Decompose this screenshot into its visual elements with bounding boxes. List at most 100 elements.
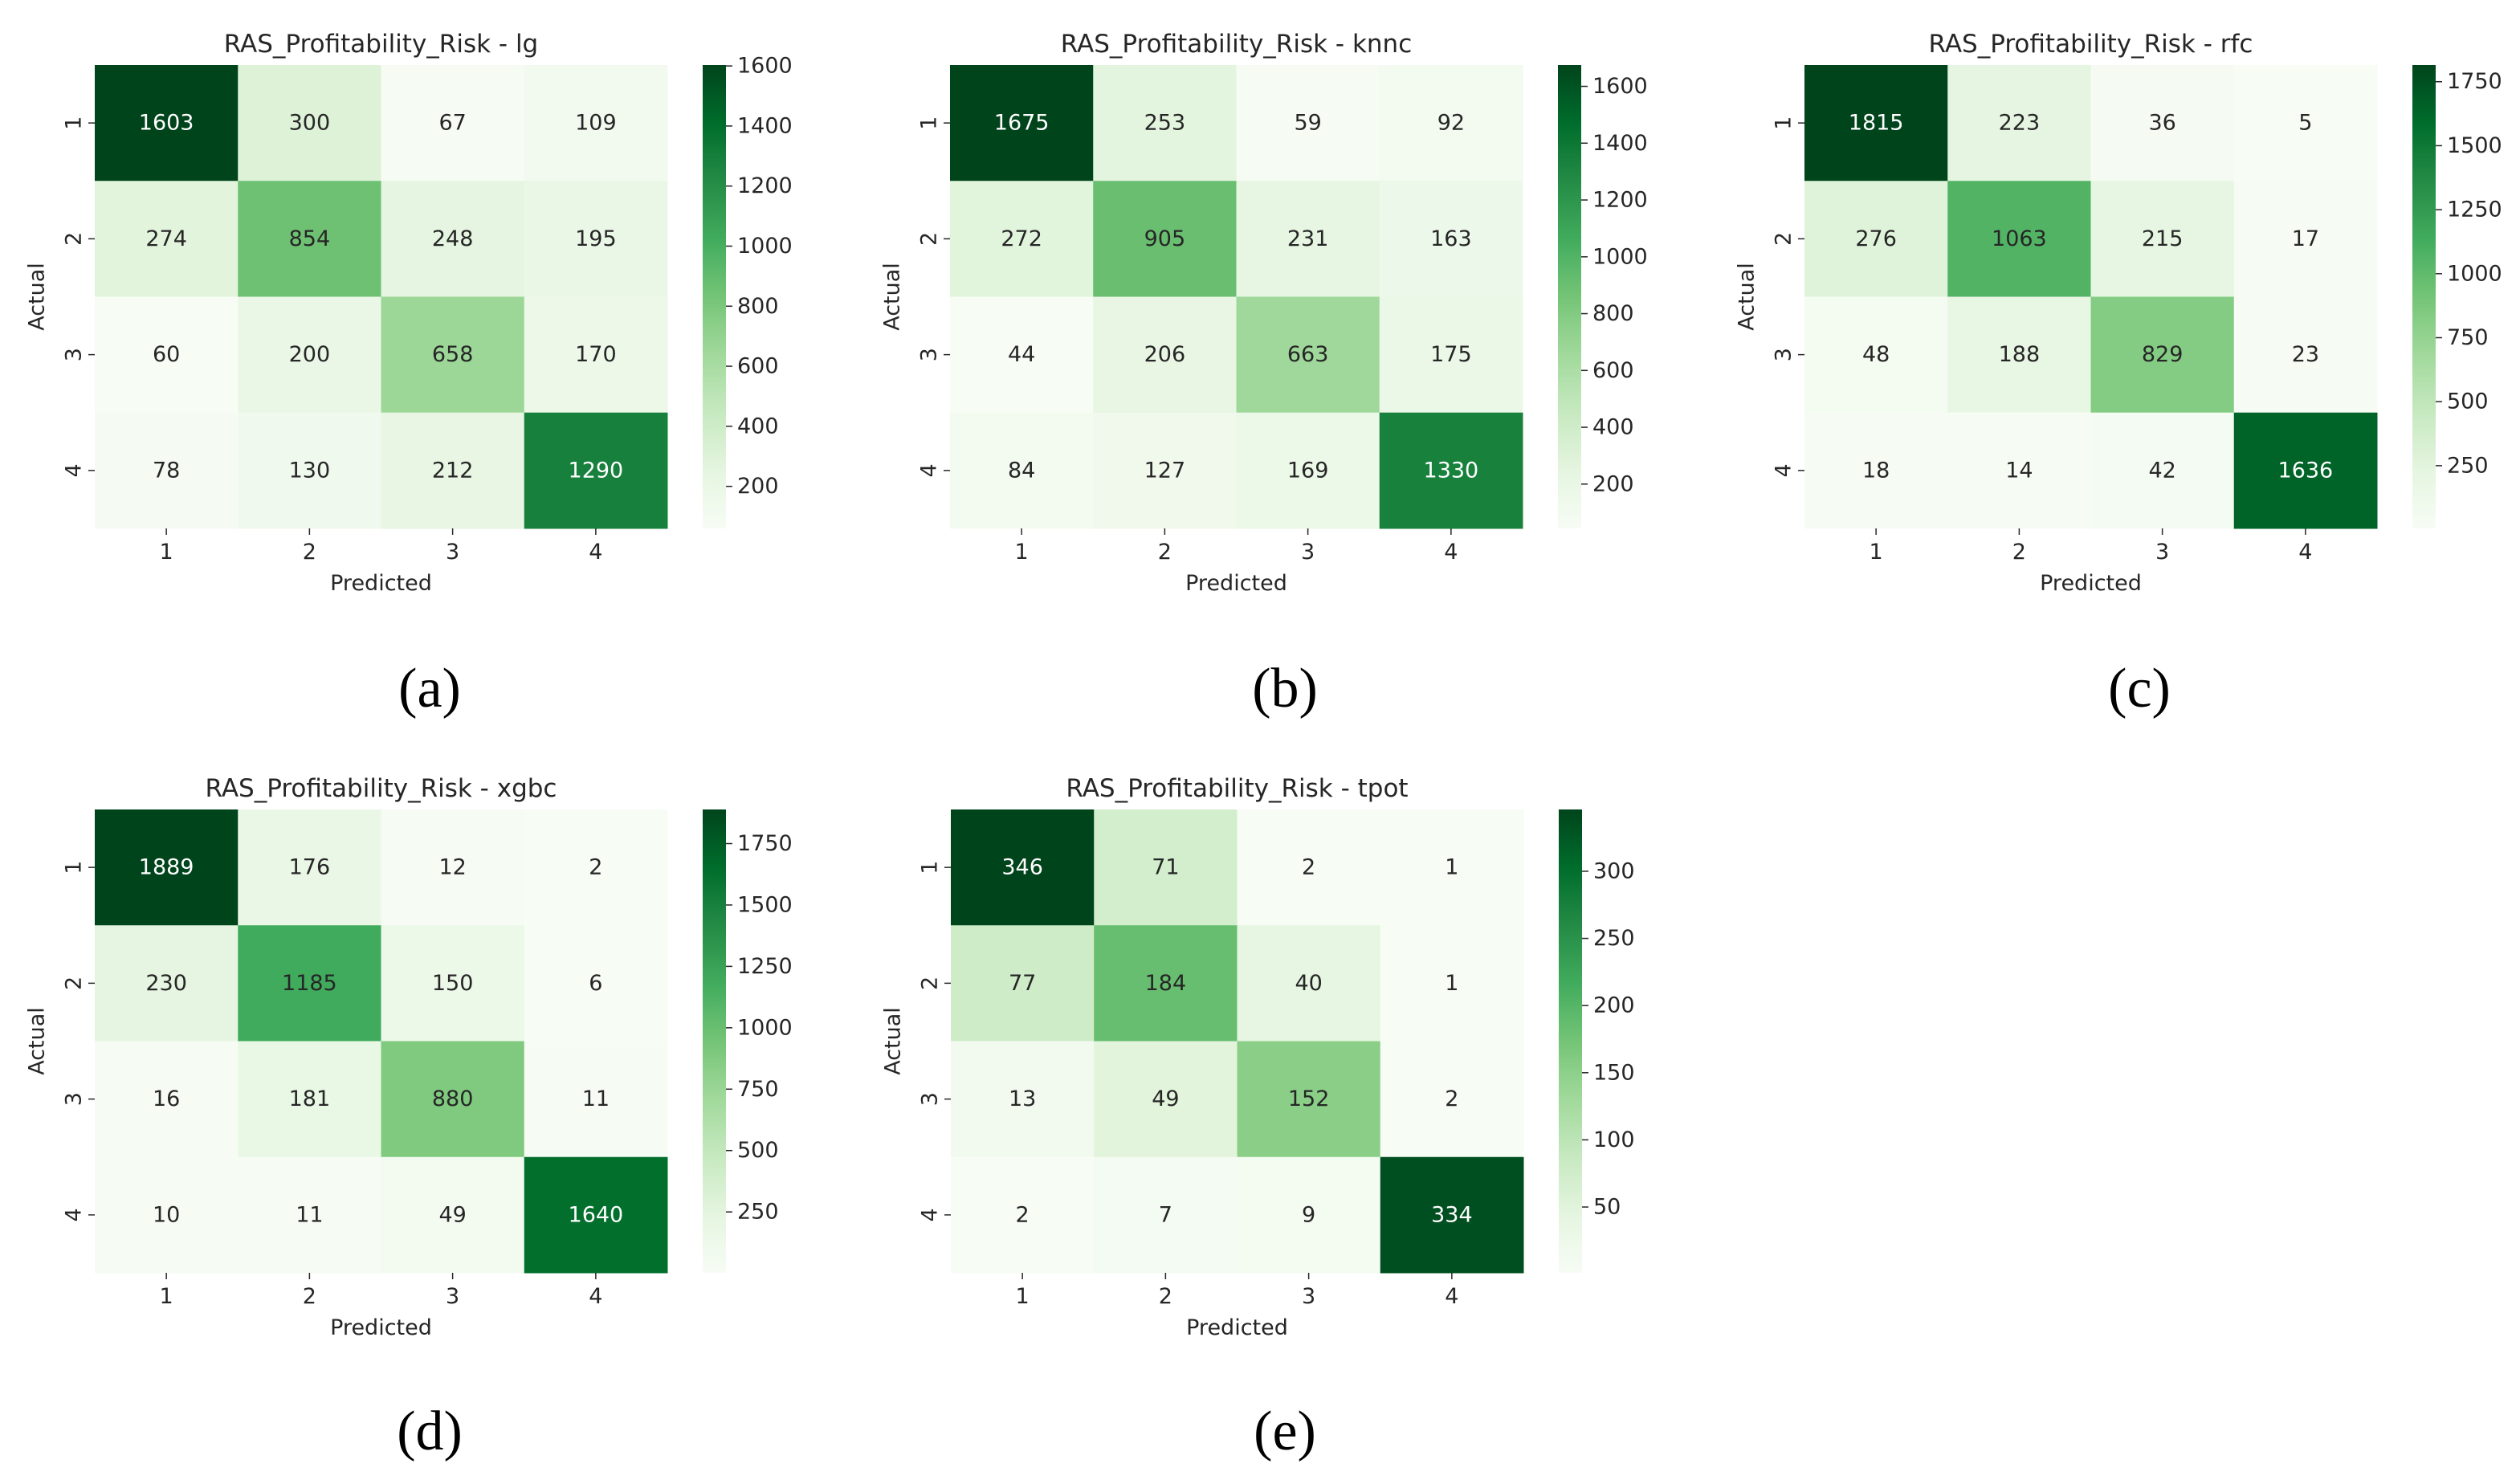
y-tick-label: 1 [1772,116,1796,130]
heatmap-cell-r4-c1 [951,1156,1095,1274]
heatmap-cell-r2-c3 [1236,181,1380,297]
colorbar-tick-label: 600 [737,354,779,379]
colorbar [1559,809,1582,1273]
subfigure-caption: (c) [2108,658,2171,720]
x-tick-label: 2 [303,540,316,565]
colorbar-tick-label: 1000 [1592,244,1648,269]
cell-value-label: 223 [1999,111,2041,136]
cell-value-label: 11 [582,1087,610,1111]
cell-value-label: 44 [1008,342,1035,367]
cell-value-label: 1815 [1849,111,1904,136]
heatmap-cell-r1-c1 [951,809,1095,926]
heatmap-cell-r2-c4 [1380,925,1524,1042]
heatmap-cell-r2-c4 [2233,181,2378,297]
heatmap-cell-r2-c1 [95,925,239,1042]
cell-value-label: 854 [289,226,331,251]
cell-value-label: 6 [589,971,602,996]
cell-value-label: 2 [1445,1087,1458,1111]
x-tick-label: 3 [1302,1284,1315,1309]
y-tick-label: 3 [1772,348,1796,361]
x-tick-label: 1 [1016,1284,1030,1309]
cell-value-label: 84 [1008,458,1035,483]
heatmap-cell-r2-c2 [1093,181,1237,297]
x-tick-label: 4 [1445,1284,1458,1309]
y-tick-label: 2 [917,232,942,246]
cell-value-label: 300 [289,111,331,136]
heatmap-cell-r1-c2 [1094,809,1238,926]
colorbar-tick-label: 750 [737,1077,779,1102]
cell-value-label: 40 [1295,971,1322,996]
cell-value-label: 2 [1016,1202,1030,1227]
heatmap-cell-r1-c1 [95,809,239,926]
heatmap-cell-r4-c4 [1379,412,1523,529]
heatmap-cell-r3-c3 [381,1041,525,1158]
y-tick-label: 1 [918,861,943,875]
heatmap-cell-r4-c2 [238,1156,381,1274]
colorbar-tick-label: 400 [737,414,779,438]
heatmap-cell-r2-c1 [950,181,1094,297]
heatmap-cell-r1-c4 [524,809,668,926]
colorbar-tick-label: 200 [1592,471,1634,496]
heatmap-cell-r2-c4 [524,925,668,1042]
colorbar-tick-label: 800 [1592,301,1634,326]
heatmap-cell-r3-c4 [1380,1041,1524,1158]
heatmap-cell-r3-c4 [1379,296,1523,414]
cell-value-label: 272 [1001,226,1042,251]
heatmap-cell-r4-c3 [1236,412,1380,529]
heatmap-cell-r3-c1 [95,1041,239,1158]
y-tick-label: 2 [62,232,87,246]
heatmap-cell-r3-c1 [950,296,1094,414]
heatmap-cell-r3-c2 [1094,1041,1238,1158]
heatmap-cell-r3-c1 [1804,296,1948,414]
cell-value-label: 1063 [1992,226,2047,251]
y-axis-label: Actual [1735,263,1760,331]
subfigure-caption: (d) [397,1401,463,1462]
colorbar-tick-label: 1600 [1592,74,1648,99]
cell-value-label: 1675 [994,111,1050,136]
heatmap-cell-r3-c4 [2233,296,2378,414]
x-tick-label: 4 [1444,540,1458,565]
colorbar-tick-label: 1500 [737,892,793,917]
x-axis-label: Predicted [1185,571,1287,596]
colorbar-tick-label: 1250 [737,954,793,979]
cell-value-label: 67 [438,111,466,136]
cell-value-label: 59 [1294,111,1321,136]
colorbar [2412,65,2436,528]
heatmap-cell-r1-c1 [1804,65,1948,181]
heatmap-cell-r1-c1 [950,65,1094,181]
colorbar-tick-label: 100 [1593,1127,1635,1152]
heatmap-cell-r4-c2 [1947,412,2091,529]
heatmap-cell-r4-c2 [238,412,381,529]
heatmap-cell-r4-c1 [95,1156,239,1274]
x-tick-label: 2 [1158,540,1172,565]
heatmap-cell-r1-c3 [381,809,525,926]
y-tick-label: 1 [62,116,87,130]
y-tick-label: 1 [917,116,942,130]
cell-value-label: 1330 [1424,458,1479,483]
cell-value-label: 276 [1855,226,1897,251]
cell-value-label: 880 [432,1087,474,1111]
colorbar-tick-label: 500 [2447,389,2489,414]
heatmap-cell-r2-c4 [524,181,668,297]
heatmap-cell-r3-c4 [524,1041,668,1158]
cell-value-label: 184 [1145,971,1187,996]
heatmap-cell-r4-c4 [1380,1156,1524,1274]
cell-value-label: 92 [1437,111,1465,136]
cell-value-label: 176 [289,855,331,880]
y-axis-label: Actual [25,263,50,331]
heatmap-cell-r1-c3 [1236,65,1380,181]
x-tick-label: 3 [1301,540,1315,565]
heatmap-cell-r2-c3 [381,181,525,297]
subfigure-caption: (b) [1252,658,1318,720]
colorbar-tick-label: 50 [1593,1195,1621,1220]
y-axis-label: Actual [881,1007,906,1075]
y-tick-label: 2 [62,977,87,990]
heatmap-cell-r4-c1 [95,412,239,529]
cell-value-label: 1636 [2278,458,2334,483]
y-tick-label: 1 [62,861,87,875]
heatmap-cell-r1-c2 [1947,65,2091,181]
cell-value-label: 127 [1144,458,1186,483]
